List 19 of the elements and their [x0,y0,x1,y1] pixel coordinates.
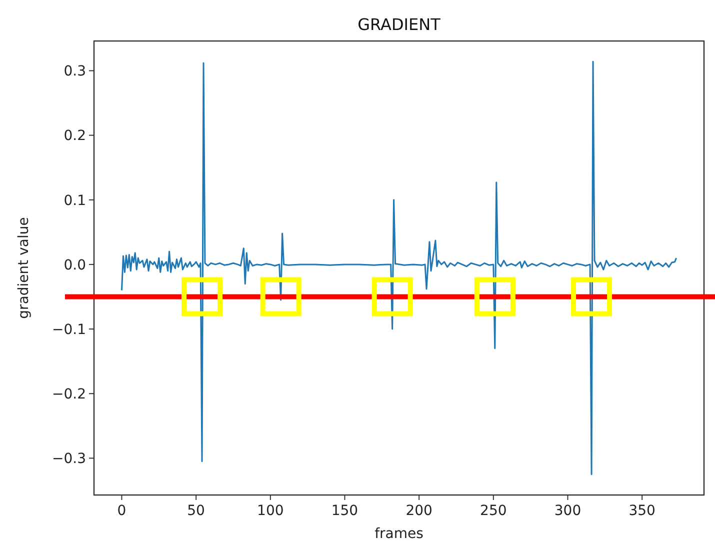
y-tick-label: 0.3 [64,64,86,80]
y-tick-label: 0.1 [64,192,86,209]
x-tick-label: 350 [628,503,656,519]
y-tick-label: −0.2 [52,386,86,403]
x-tick-label: 150 [331,503,358,519]
x-tick-label: 50 [187,503,205,519]
chart-title: GRADIENT [358,15,441,34]
x-tick-label: 250 [480,503,507,519]
x-tick-label: 100 [257,503,284,519]
y-tick-label: 0.0 [64,257,86,274]
y-tick-label: −0.1 [52,322,86,338]
line-series [120,60,678,476]
y-tick-label: 0.2 [64,128,86,144]
x-tick-label: 200 [406,503,432,519]
x-tick-label: 300 [554,503,582,519]
y-tick-label: −0.3 [52,451,86,468]
y-axis-title: gradient value [16,217,32,319]
x-tick-label: 0 [117,503,126,519]
x-axis-title: frames [374,526,424,542]
